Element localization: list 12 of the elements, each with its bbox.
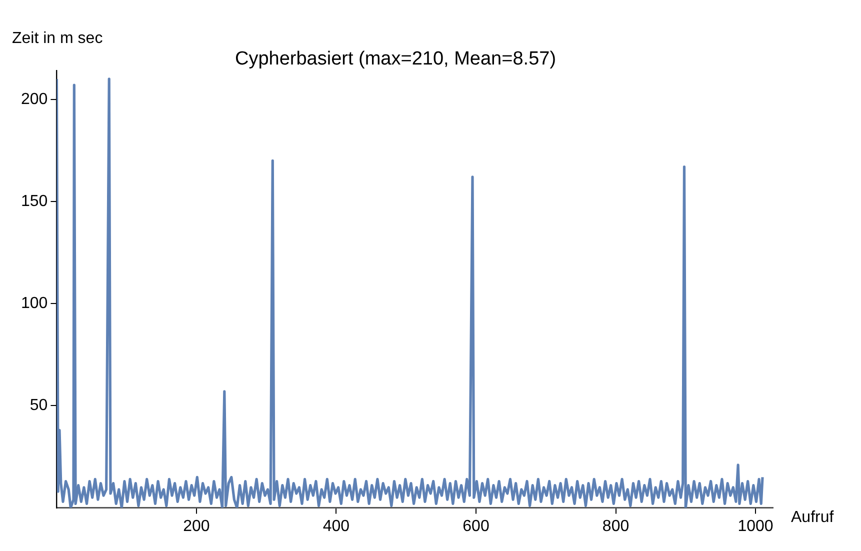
x-tick-label: 400 [322, 518, 350, 535]
x-tick-label: 1000 [738, 518, 774, 535]
x-tick-label: 800 [602, 518, 630, 535]
x-tick-label: 600 [462, 518, 490, 535]
y-tick-label: 150 [20, 192, 48, 210]
x-tick-label: 200 [183, 518, 210, 535]
y-axis-title: Zeit in m sec [12, 30, 103, 48]
y-tick-label: 100 [20, 295, 48, 312]
chart-title: Cypherbasiert (max=210, Mean=8.57) [234, 48, 556, 70]
y-tick-label: 50 [30, 397, 48, 414]
y-tick-label: 200 [20, 90, 48, 108]
x-axis-title: Aufruf [791, 509, 834, 526]
